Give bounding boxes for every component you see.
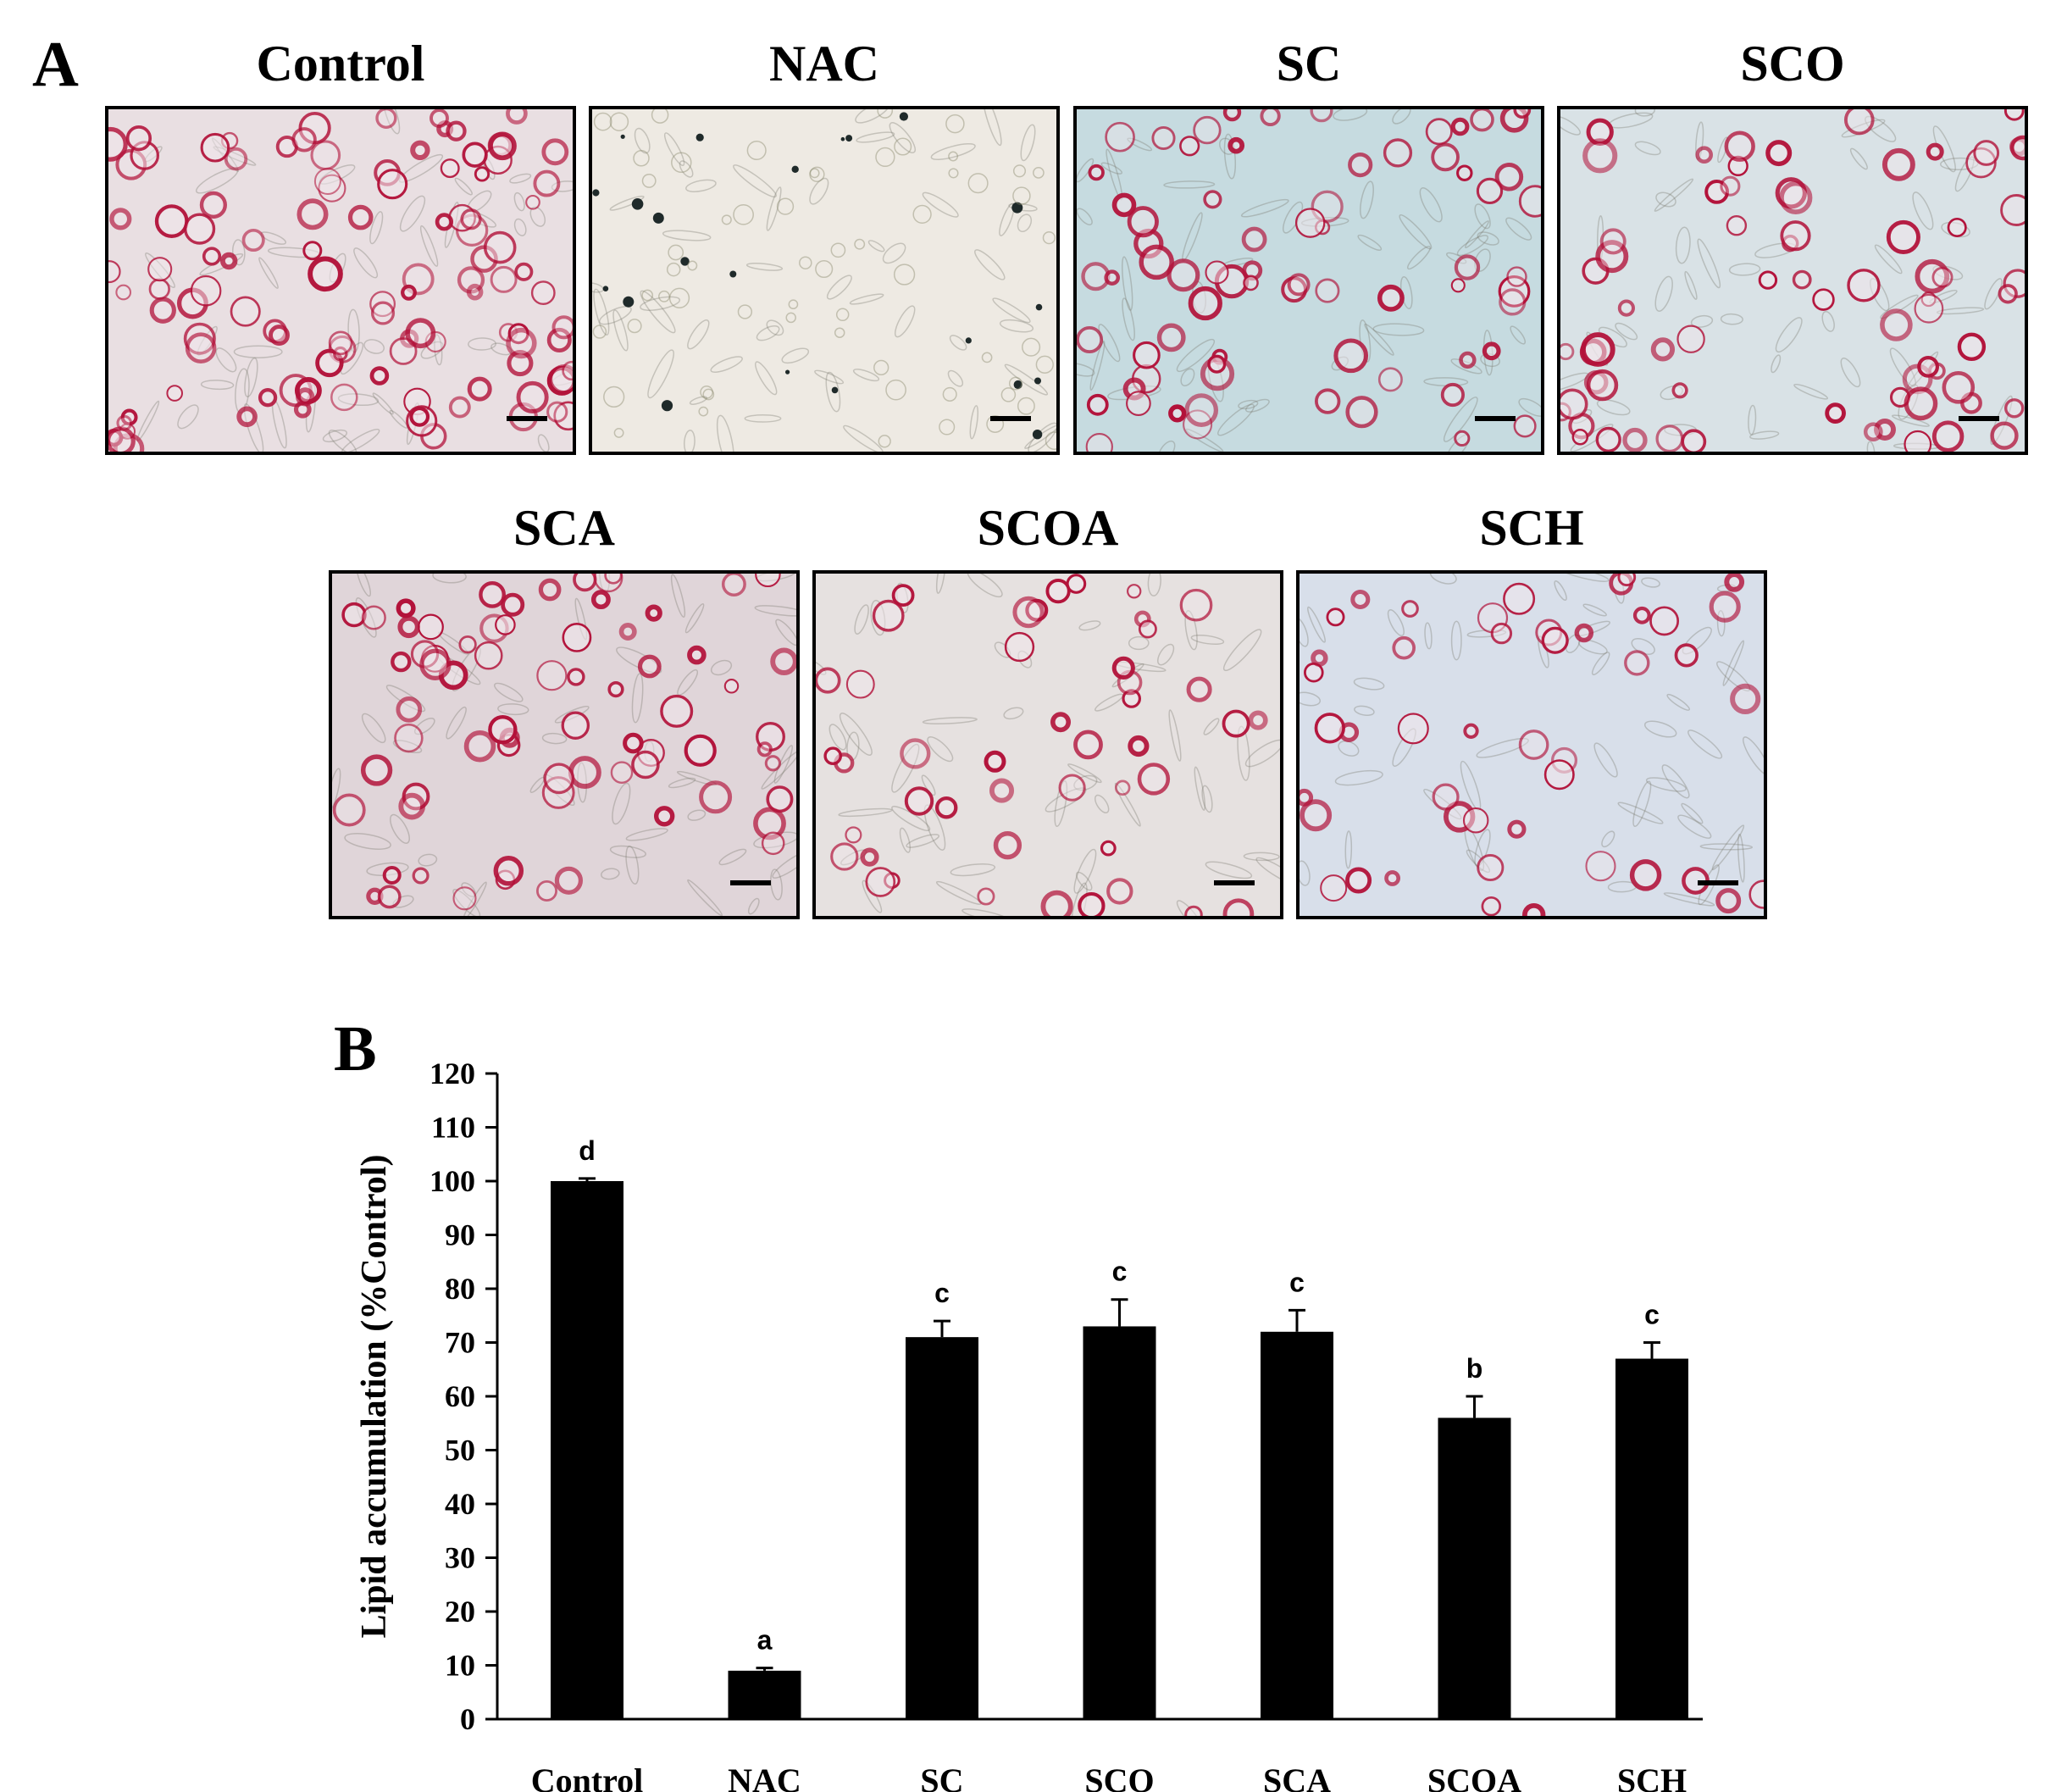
y-tick-label: 80	[445, 1272, 475, 1306]
bar	[1261, 1331, 1333, 1719]
y-tick-label: 50	[445, 1434, 475, 1467]
scale-bar	[990, 416, 1031, 421]
category-label: SCO	[1084, 1761, 1154, 1792]
micrograph-title: SCOA	[977, 500, 1119, 556]
category-label: Control	[531, 1761, 644, 1792]
bar	[906, 1337, 978, 1719]
micrograph-image	[1296, 570, 1767, 919]
micrograph-image	[589, 106, 1060, 455]
significance-label: a	[757, 1625, 773, 1656]
significance-label: c	[1289, 1267, 1305, 1297]
micrograph-title: SCO	[1740, 36, 1845, 92]
category-label: NAC	[728, 1761, 801, 1792]
significance-label: d	[579, 1135, 596, 1166]
y-tick-label: 40	[445, 1487, 475, 1521]
scale-bar	[1698, 880, 1738, 885]
y-tick-label: 100	[429, 1164, 475, 1198]
category-label: SCH	[1617, 1761, 1687, 1792]
micrograph-title: SCA	[513, 500, 616, 556]
y-tick-label: 30	[445, 1541, 475, 1575]
micrograph-title: Control	[256, 36, 425, 92]
scale-bar	[730, 880, 771, 885]
panel-b-letter: B	[334, 1013, 377, 1085]
bar	[1438, 1418, 1511, 1719]
micrograph-image	[329, 570, 800, 919]
y-tick-label: 0	[460, 1702, 475, 1736]
category-label: SC	[920, 1761, 963, 1792]
bar	[1083, 1326, 1156, 1719]
y-tick-label: 90	[445, 1218, 475, 1252]
micrograph-image	[105, 106, 576, 455]
micrograph-image	[812, 570, 1283, 919]
scale-bar	[1475, 416, 1516, 421]
significance-label: b	[1466, 1353, 1483, 1384]
panel-a-letter: A	[32, 29, 79, 100]
scale-bar	[507, 416, 547, 421]
bar	[728, 1670, 801, 1719]
micrograph-title: NAC	[769, 36, 879, 92]
significance-label: c	[934, 1278, 950, 1308]
y-tick-label: 20	[445, 1595, 475, 1628]
y-axis-title: Lipid accumulation (%Control)	[355, 1155, 394, 1639]
y-tick-label: 120	[429, 1057, 475, 1090]
significance-label: c	[1644, 1300, 1660, 1330]
bar	[551, 1181, 623, 1719]
y-tick-label: 110	[431, 1111, 475, 1145]
bar	[1615, 1358, 1688, 1719]
scale-bar	[1214, 880, 1255, 885]
y-tick-label: 70	[445, 1326, 475, 1360]
category-label: SCOA	[1427, 1761, 1521, 1792]
micrograph-title: SC	[1276, 36, 1342, 92]
micrograph-title: SCH	[1479, 500, 1584, 556]
significance-label: c	[1112, 1257, 1128, 1287]
y-tick-label: 60	[445, 1379, 475, 1413]
y-tick-label: 10	[445, 1649, 475, 1683]
scale-bar	[1959, 416, 1999, 421]
micrograph-image	[1073, 106, 1544, 455]
category-label: SCA	[1263, 1761, 1331, 1792]
micrograph-image	[1557, 106, 2028, 455]
